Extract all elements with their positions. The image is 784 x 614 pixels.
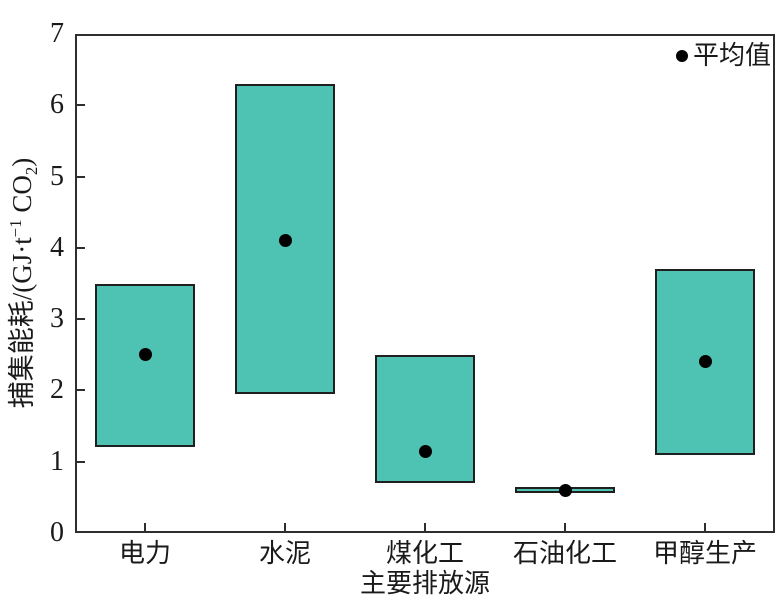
y-tick-label: 2	[50, 374, 64, 406]
x-tick-mark	[704, 523, 706, 531]
y-tick-mark	[77, 175, 85, 178]
y-tick-label: 6	[50, 89, 64, 121]
x-tick-label: 水泥	[258, 539, 311, 568]
y-tick-mark	[77, 460, 85, 463]
x-tick-mark	[284, 523, 286, 531]
y-tick-label: 0	[50, 517, 64, 548]
y-tick-mark	[77, 246, 85, 249]
range-bar	[95, 283, 195, 448]
x-tick-mark	[424, 523, 426, 531]
x-tick-label: 甲醇生产	[652, 539, 757, 568]
x-tick-mark	[144, 523, 146, 531]
legend-label: 平均值	[692, 41, 771, 70]
y-tick-label: 3	[50, 303, 64, 335]
x-tick-label: 电力	[118, 539, 171, 568]
mean-dot	[138, 348, 152, 362]
y-tick-label: 5	[50, 160, 64, 192]
x-tick-mark	[564, 523, 566, 531]
y-tick-mark	[77, 104, 85, 107]
mean-dot	[558, 483, 572, 497]
mean-dot	[698, 355, 712, 369]
x-tick-label: 煤化工	[385, 539, 464, 568]
y-axis-label: 捕集能耗/(GJ·t−1 CO2)	[0, 158, 42, 408]
y-tick-label: 7	[50, 18, 64, 49]
y-tick-mark	[77, 389, 85, 392]
mean-dot	[418, 444, 432, 458]
range-bar	[375, 354, 475, 484]
y-tick-label: 4	[50, 231, 64, 263]
y-tick-mark	[77, 318, 85, 321]
mean-dot-legend-icon	[675, 50, 688, 62]
mean-dot	[278, 234, 292, 248]
x-tick-label: 石油化工	[512, 539, 617, 568]
legend: 平均值	[675, 41, 771, 70]
y-tick-label: 1	[50, 445, 64, 477]
x-axis-label: 主要排放源	[359, 569, 491, 598]
